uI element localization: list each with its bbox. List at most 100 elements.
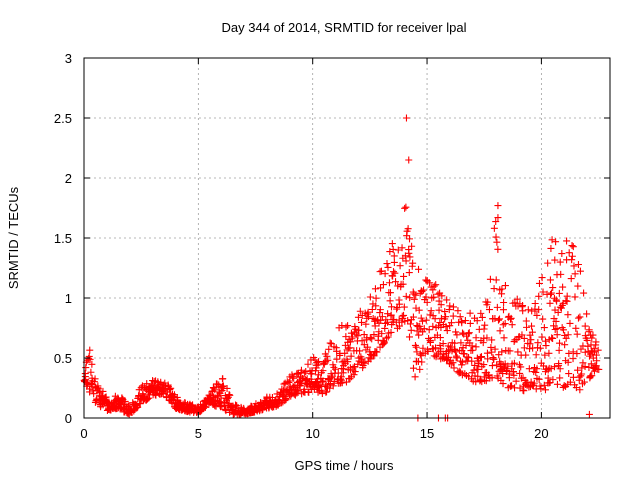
data-point [541,351,549,359]
x-axis-label: GPS time / hours [295,458,394,473]
data-point [391,269,399,277]
data-point [474,372,482,380]
data-point [558,250,566,258]
data-point [423,298,431,306]
data-point [452,328,460,336]
data-point [354,360,362,368]
data-point [381,324,389,332]
data-point [565,349,573,357]
data-point [434,290,442,298]
data-point [386,289,394,297]
data-point [286,377,294,385]
data-point [211,386,219,394]
data-point [449,303,457,311]
data-point [398,244,406,252]
data-point [497,365,505,373]
data-point [342,378,350,386]
data-point [544,259,552,267]
data-point [323,352,331,360]
data-point [587,360,595,368]
data-point [412,291,420,299]
data-point [475,359,483,367]
data-point [426,311,434,319]
data-point [449,312,457,320]
data-point [545,349,553,357]
data-point [570,262,578,270]
data-point [458,319,466,327]
data-point [388,240,396,248]
data-point [441,308,449,316]
data-point [486,275,494,283]
data-point [472,378,480,386]
y-tick-label: 2.5 [54,111,72,126]
data-point [490,355,498,363]
data-point [402,114,410,122]
data-point [374,316,382,324]
data-point [465,329,473,337]
data-point [364,343,372,351]
data-point [436,334,444,342]
data-point [290,374,298,382]
data-point [571,270,579,278]
data-point [468,357,476,365]
data-point [542,342,550,350]
data-point [349,364,357,372]
y-tick-label: 3 [65,51,72,66]
data-point [400,311,408,319]
data-point [451,348,459,356]
data-point [496,315,504,323]
data-point [573,350,581,358]
data-point [537,385,545,393]
axis-ticks [83,57,610,419]
data-point [223,384,231,392]
x-tick-label: 5 [195,426,202,441]
data-point [588,334,596,342]
data-point [435,306,443,314]
data-point [400,272,408,280]
data-point [492,233,500,241]
data-point [480,325,488,333]
data-point [565,249,573,257]
data-point [592,338,600,346]
data-point [583,336,591,344]
data-point [500,334,508,342]
data-point [523,323,531,331]
data-point [556,258,564,266]
data-point [225,391,233,399]
data-point [492,218,500,226]
data-point [559,283,567,291]
data-point [418,358,426,366]
data-point [368,306,376,314]
data-point [513,295,521,303]
data-point [546,276,554,284]
data-point [326,380,334,388]
data-point [402,257,410,265]
data-point [578,364,586,372]
data-point [358,355,366,363]
data-point [358,318,366,326]
data-point [352,330,360,338]
data-point [437,314,445,322]
data-point [344,322,352,330]
data-point [534,339,542,347]
data-point [519,307,527,315]
data-point [510,371,518,379]
data-point [377,267,385,275]
data-point [549,334,557,342]
data-point [562,297,570,305]
data-point [483,334,491,342]
data-point [384,263,392,271]
data-point [91,375,99,383]
data-point [437,345,445,353]
data-point [540,324,548,332]
data-point [564,331,572,339]
data-point [485,306,493,314]
data-point [522,317,530,325]
y-axis-label: SRMTID / TECUs [6,186,21,289]
data-point [503,366,511,374]
data-point [416,365,424,373]
data-points [80,114,603,422]
data-point [468,342,476,350]
data-point [329,382,337,390]
